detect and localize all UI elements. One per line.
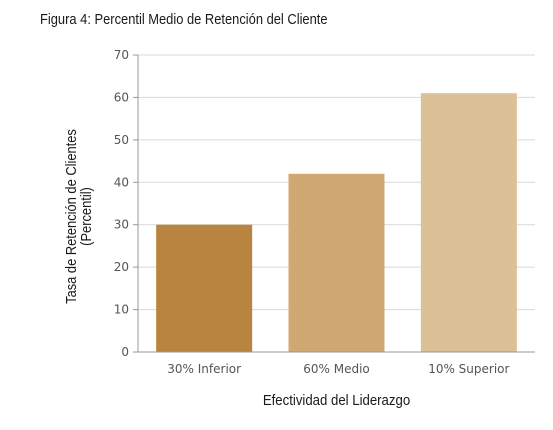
x-category-labels: 30% Inferior 60% Medio 10% Superior bbox=[167, 362, 509, 376]
x-category-label: 10% Superior bbox=[428, 362, 509, 376]
bar bbox=[288, 173, 385, 352]
y-tick-label: 70 bbox=[114, 48, 129, 62]
y-tick-label: 30 bbox=[114, 218, 129, 232]
y-axis-title: Tasa de Retención de Clientes (Percentil… bbox=[62, 129, 94, 304]
x-axis-title: Efectividad del Liderazgo bbox=[263, 391, 410, 408]
y-axis-title-line-1: Tasa de Retención de Clientes bbox=[62, 129, 79, 304]
bar bbox=[156, 224, 253, 352]
y-tick-label: 60 bbox=[114, 90, 129, 104]
y-tick-labels: 0 10 20 30 40 50 60 70 bbox=[114, 48, 129, 359]
x-category-label: 30% Inferior bbox=[167, 362, 241, 376]
y-tick-label: 50 bbox=[114, 133, 129, 147]
figure-title: Figura 4: Percentil Medio de Retención d… bbox=[40, 11, 328, 28]
x-category-label: 60% Medio bbox=[303, 362, 370, 376]
y-tick-label: 10 bbox=[114, 303, 129, 317]
y-tick-label: 20 bbox=[114, 260, 129, 274]
bars bbox=[156, 93, 517, 352]
y-axis-title-line-2: (Percentil) bbox=[77, 187, 94, 246]
y-tick-label: 0 bbox=[121, 345, 129, 359]
axes bbox=[133, 54, 535, 353]
y-tick-label: 40 bbox=[114, 175, 129, 189]
bar bbox=[420, 93, 517, 352]
